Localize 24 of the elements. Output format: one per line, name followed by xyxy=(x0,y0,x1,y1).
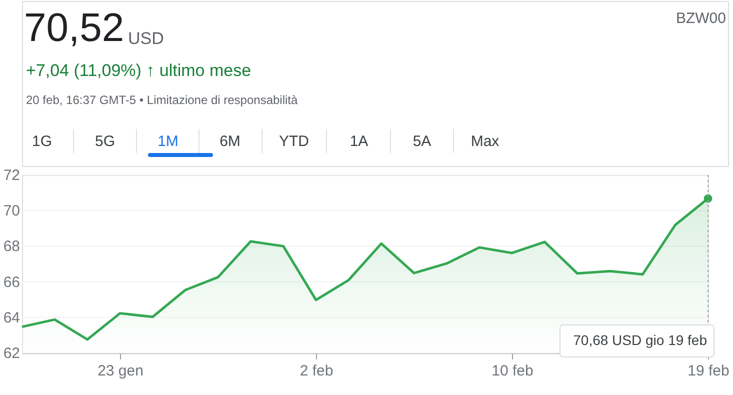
y-tick-label: 62 xyxy=(3,345,20,362)
text: 1M xyxy=(158,133,178,150)
x-tick-label: 2 feb xyxy=(300,362,334,380)
y-tick-label: 72 xyxy=(3,167,20,184)
y-tick-label: 68 xyxy=(3,238,20,256)
text: Max xyxy=(470,133,500,150)
text: 1A xyxy=(350,133,368,150)
chart-title: 70,52 xyxy=(24,6,124,50)
annotation: 70,68 USD gio 19 feb xyxy=(573,332,708,348)
text: 20 feb, 16:37 GMT-5 • Limitazione di responsabilità xyxy=(26,93,298,107)
y-tick-label: 66 xyxy=(3,274,20,291)
text: +7,04 (11,09%) ↑ ultimo mese xyxy=(26,61,252,80)
text: 6M xyxy=(220,133,240,150)
x-tick-label: 10 feb xyxy=(492,362,534,380)
text: 5A xyxy=(412,133,432,150)
y-tick-label: 64 xyxy=(3,309,20,326)
x-tick-label: 23 gen xyxy=(98,362,144,380)
y-tick-label: 70 xyxy=(3,202,20,220)
text: 5G xyxy=(94,133,116,150)
text: USD xyxy=(128,29,164,48)
text: 1G xyxy=(32,133,52,150)
text: YTD xyxy=(279,133,310,150)
text: BZW00 xyxy=(676,10,726,27)
x-tick-label: 19 feb xyxy=(688,362,730,380)
